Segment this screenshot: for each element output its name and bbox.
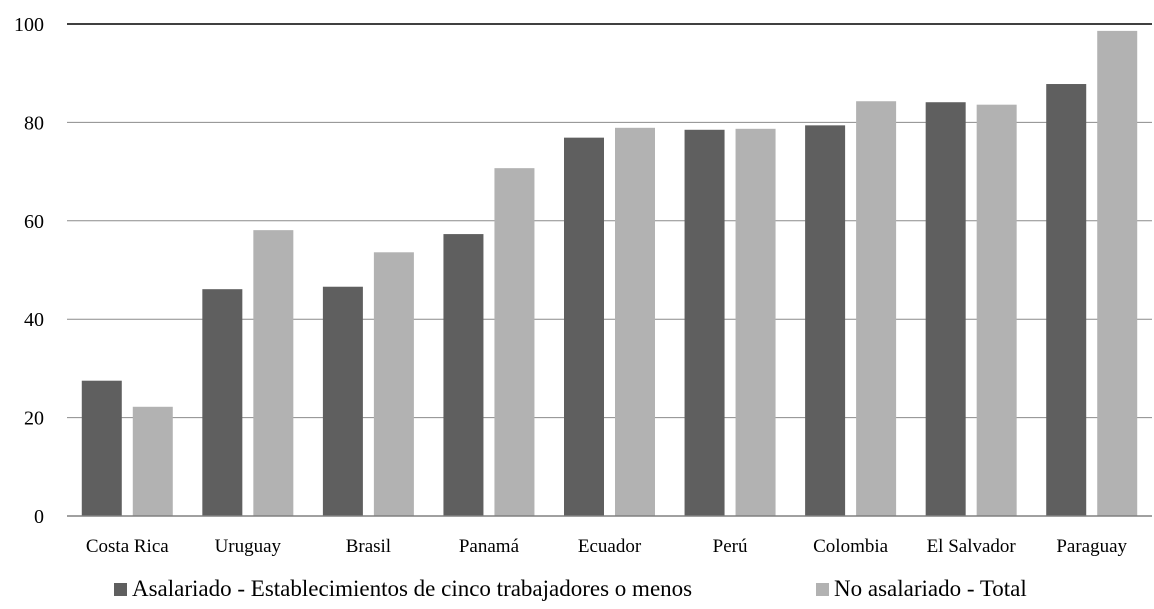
x-category-label: Costa Rica	[86, 536, 169, 557]
y-axis-ticks: 0 20 40 60 80 100	[14, 14, 44, 528]
bars	[81, 30, 1138, 517]
y-tick-label: 0	[34, 506, 44, 528]
y-tick-label: 100	[14, 14, 44, 36]
bar-series-2-perú	[735, 128, 776, 516]
x-category-label: Ecuador	[578, 536, 642, 557]
bar-series-2-colombia	[856, 101, 897, 516]
bar-series-1-el-salvador	[925, 102, 966, 516]
legend-item-series-1: Asalariado - Establecimientos de cinco t…	[114, 576, 692, 602]
x-category-label: Uruguay	[215, 536, 282, 557]
x-category-label: Paraguay	[1056, 536, 1127, 557]
bar-series-2-el-salvador	[976, 104, 1017, 517]
bar-series-1-ecuador	[564, 137, 604, 517]
bar-series-1-uruguay	[202, 289, 243, 516]
bar-series-2-costa-rica	[132, 406, 173, 516]
y-tick-label: 20	[24, 408, 44, 430]
gridlines	[67, 23, 1152, 419]
bar-series-1-costa-rica	[81, 380, 122, 516]
bar-series-1-perú	[684, 129, 725, 516]
y-tick-label: 80	[24, 112, 44, 134]
bar-chart: 0 20 40 60 80 100 Costa Rica Uruguay Brasil Pana…	[14, 14, 1152, 557]
y-tick-label: 40	[24, 309, 44, 331]
bar-series-2-uruguay	[253, 230, 294, 516]
legend-item-series-2: No asalariado - Total	[816, 576, 1027, 602]
x-category-label: El Salvador	[927, 536, 1017, 557]
bar-series-2-ecuador	[615, 127, 655, 516]
legend-swatch-series-2	[816, 582, 829, 596]
y-tick-label: 60	[24, 211, 44, 233]
x-category-label: Perú	[713, 536, 748, 557]
legend-swatch-series-1	[114, 582, 127, 596]
x-category-label: Panamá	[459, 536, 520, 557]
bar-series-1-brasil	[322, 286, 363, 516]
x-category-label: Colombia	[813, 536, 889, 557]
legend-label-series-2: No asalariado - Total	[834, 576, 1027, 601]
x-category-label: Brasil	[346, 536, 391, 557]
x-axis-categories: Costa Rica Uruguay Brasil Panamá Ecuador Perú…	[86, 536, 1128, 557]
bar-series-1-paraguay	[1046, 84, 1087, 517]
legend: Asalariado - Establecimientos de cinco t…	[0, 576, 1154, 606]
bar-series-2-panamá	[494, 168, 535, 516]
bar-series-1-colombia	[805, 125, 846, 517]
legend-label-series-1: Asalariado - Establecimientos de cinco t…	[132, 576, 693, 601]
bar-series-1-panamá	[443, 234, 484, 517]
bar-series-2-brasil	[373, 252, 414, 516]
bar-series-2-paraguay	[1097, 30, 1138, 516]
